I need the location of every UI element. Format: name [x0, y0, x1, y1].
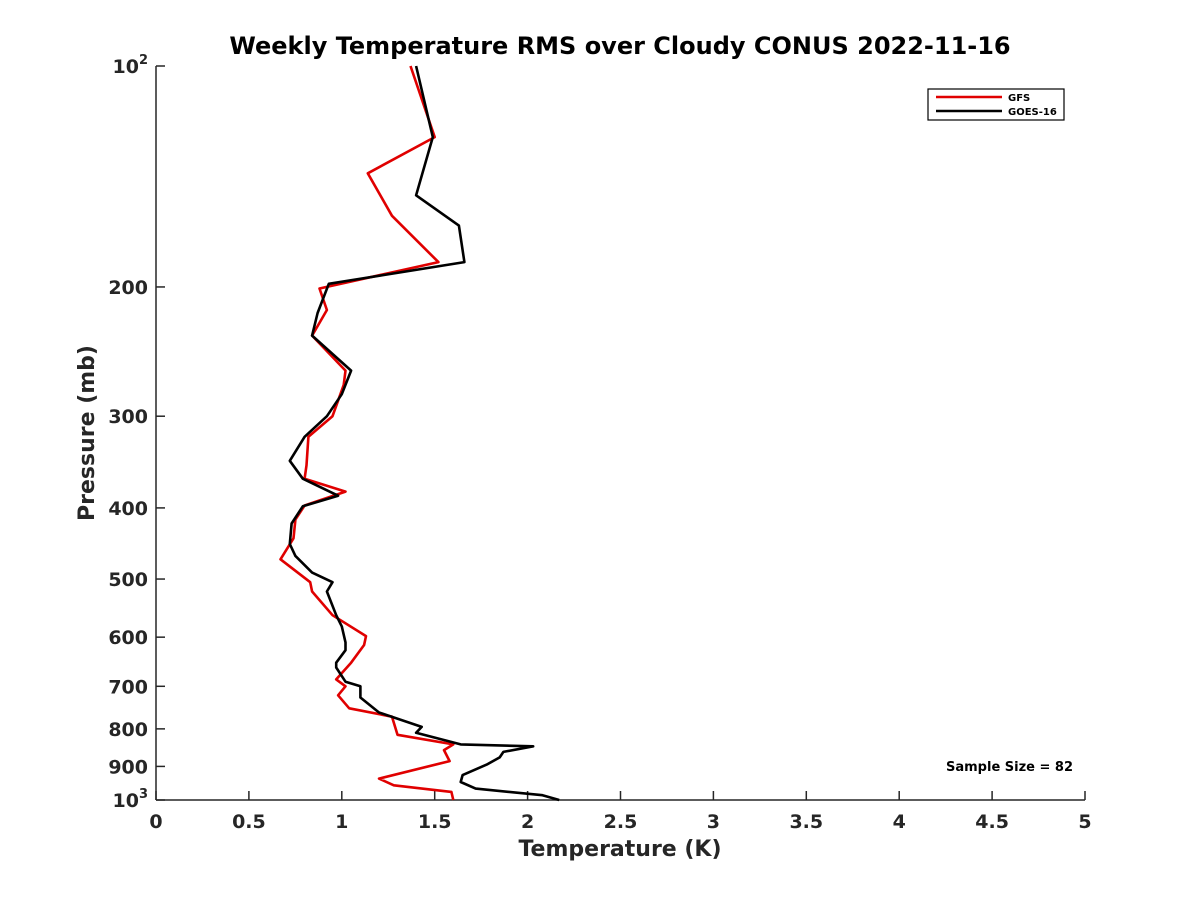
y-ticks: 102 200 300 400 500 600 700 800 900 103 [108, 53, 165, 812]
y-tick-label: 102 [113, 53, 149, 78]
y-tick-label: 300 [108, 406, 148, 428]
y-tick-label: 600 [108, 627, 148, 649]
x-tick-label: 3 [707, 811, 720, 833]
legend-label-gfs: GFS [1008, 93, 1030, 104]
y-tick-label: 103 [113, 787, 149, 812]
x-tick-label: 4.5 [975, 811, 1009, 833]
series-line-gfs [279, 65, 455, 801]
x-tick-label: 3.5 [789, 811, 823, 833]
x-tick-label: 2.5 [604, 811, 638, 833]
y-axis-label: Pressure (mb) [75, 345, 100, 521]
y-tick-label: 900 [108, 756, 148, 778]
y-tick-label: 700 [108, 676, 148, 698]
x-tick-label: 1 [335, 811, 348, 833]
legend-label-goes16: GOES-16 [1008, 107, 1057, 118]
y-tick-label: 800 [108, 719, 148, 741]
y-tick-label: 400 [108, 498, 148, 520]
x-tick-label: 5 [1078, 811, 1091, 833]
legend-box [927, 88, 1065, 121]
chart-title: Weekly Temperature RMS over Cloudy CONUS… [229, 32, 1010, 60]
sample-size-annotation: Sample Size = 82 [946, 760, 1073, 775]
series-line-goes16 [288, 65, 560, 802]
x-tick-label: 2 [521, 811, 534, 833]
x-tick-label: 0 [149, 811, 162, 833]
x-ticks: 0 0.5 1 1.5 2 2.5 3 3.5 4 4.5 5 [149, 791, 1092, 833]
x-tick-label: 0.5 [232, 811, 266, 833]
series-lines [279, 65, 560, 802]
y-tick-label: 500 [108, 569, 148, 591]
legend: GFS GOES-16 [927, 88, 1065, 121]
x-tick-label: 1.5 [418, 811, 452, 833]
x-axis-label: Temperature (K) [518, 837, 721, 862]
y-tick-label: 200 [108, 277, 148, 299]
plot-area: 0 0.5 1 1.5 2 2.5 3 3.5 4 4.5 5 102 200 300 400 500 600… [108, 53, 1091, 833]
x-tick-label: 4 [893, 811, 906, 833]
